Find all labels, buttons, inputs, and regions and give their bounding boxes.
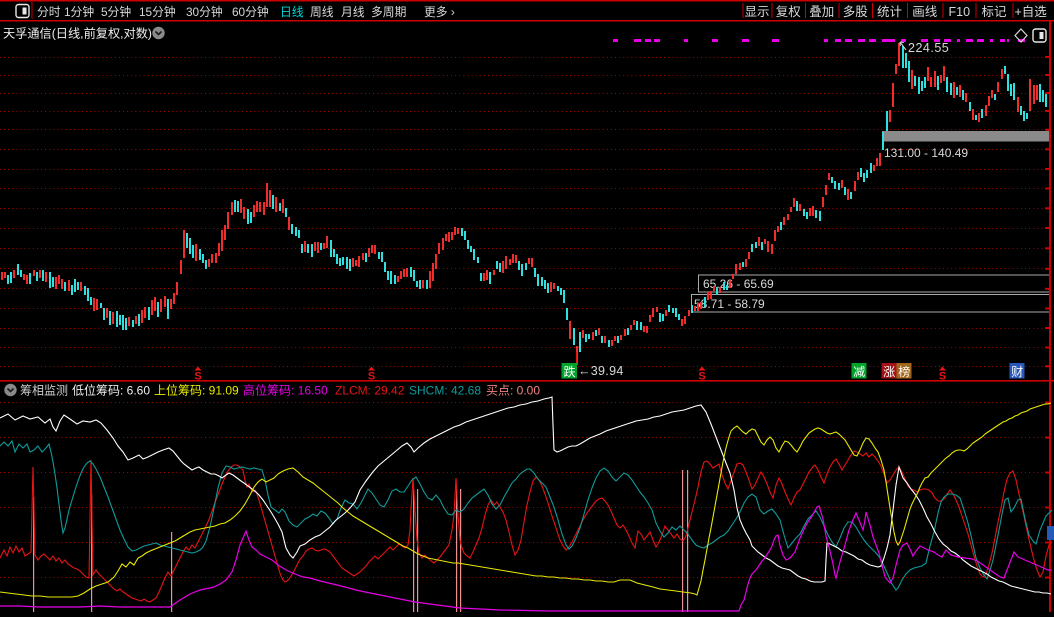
svg-text:224.55: 224.55	[908, 41, 949, 55]
svg-text:更多 ›: 更多 ›	[424, 5, 455, 19]
svg-text:多股: 多股	[843, 5, 869, 19]
svg-text:多周期: 多周期	[371, 5, 406, 19]
svg-text:60分钟: 60分钟	[232, 5, 269, 19]
svg-text:上位筹码: 91.09: 上位筹码: 91.09	[154, 383, 239, 398]
svg-text:减: 减	[853, 365, 865, 379]
svg-text:SHCM: 42.68: SHCM: 42.68	[409, 384, 481, 398]
svg-text:S: S	[698, 371, 705, 383]
svg-text:131.00 - 140.49: 131.00 - 140.49	[884, 146, 968, 160]
svg-text:叠加: 叠加	[809, 5, 834, 19]
svg-text:日线: 日线	[280, 5, 304, 19]
svg-text:S: S	[194, 371, 201, 383]
svg-text:15分钟: 15分钟	[139, 5, 176, 19]
svg-text:5分钟: 5分钟	[101, 5, 131, 19]
svg-text:←39.94: ←39.94	[578, 364, 624, 378]
svg-text:ZLCM: 29.42: ZLCM: 29.42	[335, 384, 405, 398]
svg-text:跌: 跌	[564, 364, 576, 379]
svg-text:S: S	[368, 371, 375, 383]
svg-text:复权: 复权	[776, 4, 802, 19]
svg-text:S: S	[939, 371, 946, 383]
svg-text:+自选: +自选	[1015, 5, 1048, 19]
svg-text:财: 财	[1011, 365, 1023, 379]
svg-text:分时: 分时	[37, 5, 61, 19]
svg-text:58.71 - 58.79: 58.71 - 58.79	[694, 297, 765, 311]
svg-text:买点: 0.00: 买点: 0.00	[486, 384, 540, 398]
svg-text:月线: 月线	[341, 5, 365, 19]
svg-text:统计: 统计	[877, 5, 902, 19]
svg-text:画线: 画线	[912, 5, 938, 19]
svg-text:F10: F10	[949, 5, 971, 19]
svg-text:高位筹码: 16.50: 高位筹码: 16.50	[243, 383, 328, 398]
svg-text:周线: 周线	[310, 5, 334, 19]
svg-text:低位筹码: 6.60: 低位筹码: 6.60	[72, 383, 150, 398]
svg-text:1分钟: 1分钟	[64, 5, 94, 19]
svg-text:天孚通信(日线,前复权,对数): 天孚通信(日线,前复权,对数)	[3, 26, 152, 41]
svg-text:涨: 涨	[883, 364, 895, 379]
svg-text:筹相监测: 筹相监测	[20, 384, 68, 398]
svg-text:榜: 榜	[898, 364, 910, 379]
svg-text:显示: 显示	[745, 5, 770, 19]
svg-text:30分钟: 30分钟	[186, 5, 223, 19]
svg-text:标记: 标记	[982, 5, 1008, 19]
